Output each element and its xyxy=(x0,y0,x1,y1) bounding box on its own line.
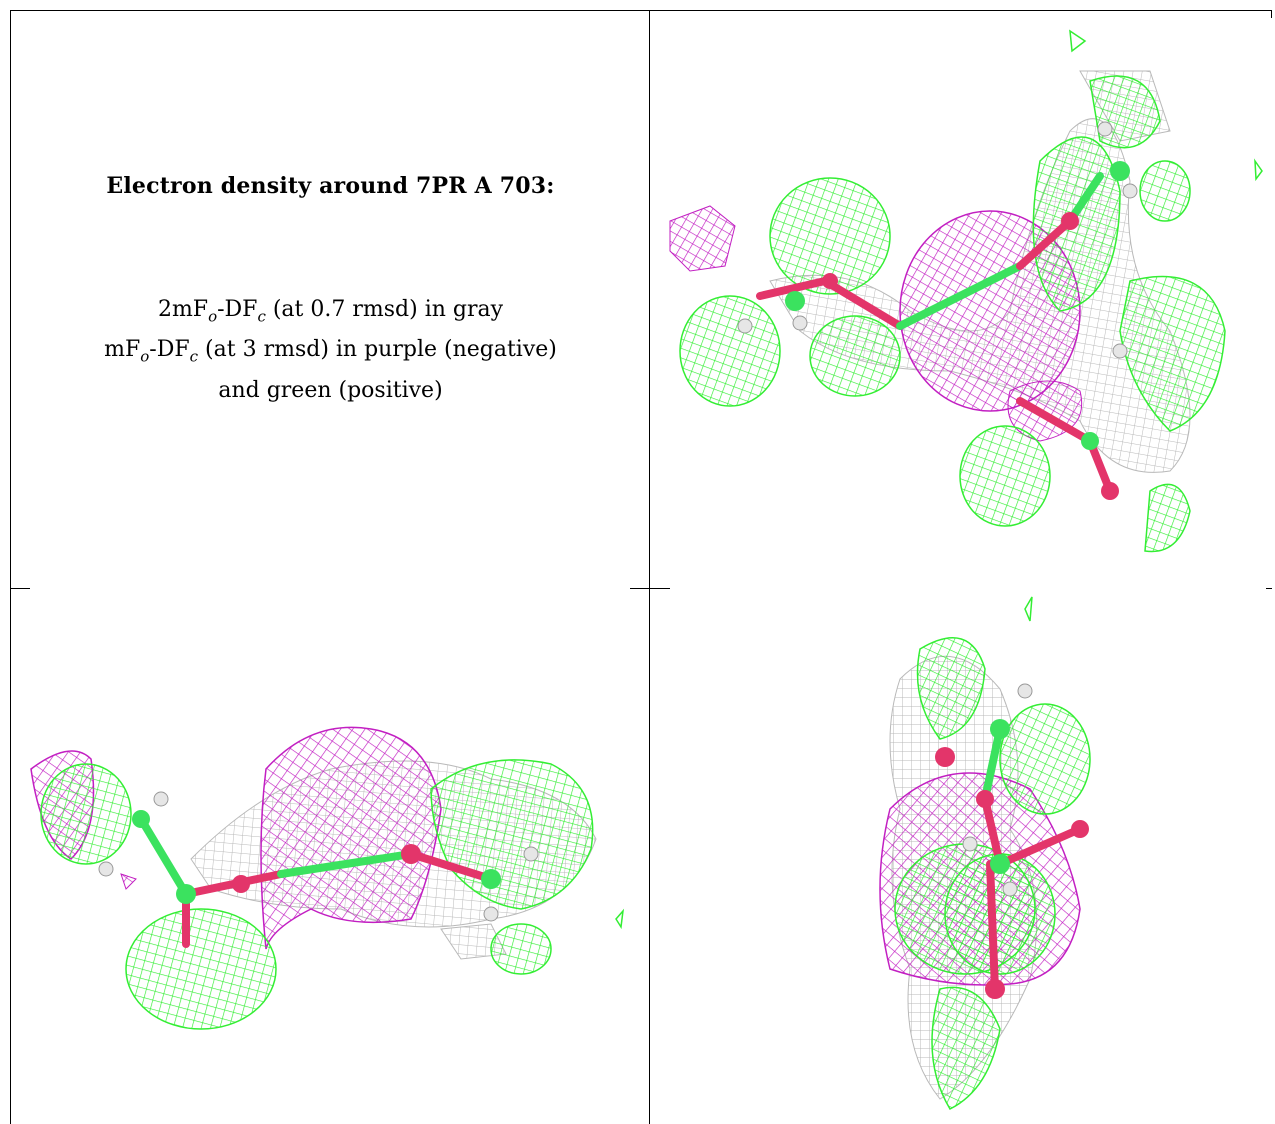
density-view-1-svg xyxy=(669,29,1263,553)
purple-mesh-1 xyxy=(669,205,1083,442)
table-top-border xyxy=(10,10,1272,11)
caption-line-green: and green (positive) xyxy=(218,377,443,403)
green-mesh-2 xyxy=(40,759,625,1030)
molecule-3 xyxy=(935,683,1089,999)
table-left-border xyxy=(10,10,11,1124)
table-row-divider-right xyxy=(1266,588,1272,589)
caption-line-mfo: mFo-DFc (at 3 rmsd) in purple (negative) xyxy=(104,337,557,366)
table-right-border xyxy=(1271,10,1272,18)
density-view-top-right xyxy=(650,11,1271,588)
density-view-bottom-left xyxy=(11,589,648,1124)
caption-title: Electron density around 7PR A 703: xyxy=(106,173,555,199)
molecule-2 xyxy=(98,791,539,948)
density-view-bottom-right xyxy=(650,589,1271,1124)
caption-panel: Electron density around 7PR A 703: 2mFo-… xyxy=(12,10,649,588)
density-view-3-svg xyxy=(879,596,1091,1110)
molecule-1 xyxy=(737,121,1138,500)
green-mesh-1 xyxy=(679,29,1263,553)
caption-line-2mfo: 2mFo-DFc (at 0.7 rmsd) in gray xyxy=(157,297,504,326)
caption-legend: 2mFo-DFc (at 0.7 rmsd) in gray mFo-DFc (… xyxy=(12,293,649,407)
table-row-divider-left xyxy=(10,588,30,589)
table-row-divider-mid xyxy=(630,588,670,589)
density-view-2-svg xyxy=(30,726,625,1030)
green-mesh-3 xyxy=(894,596,1091,1110)
table-middle-divider xyxy=(649,10,650,1124)
